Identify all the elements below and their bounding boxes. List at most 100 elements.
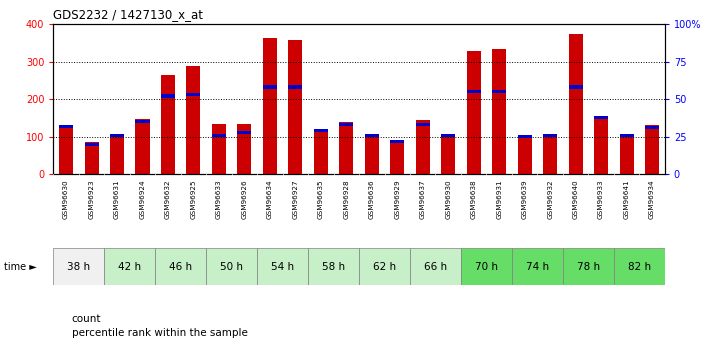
Bar [512, 248, 563, 285]
Bar [59, 125, 73, 128]
Bar [85, 142, 99, 146]
Bar [492, 90, 506, 93]
Bar [543, 134, 557, 137]
Bar [161, 95, 175, 98]
Bar [442, 135, 455, 174]
Bar [466, 90, 481, 93]
Bar [339, 122, 353, 174]
Bar [263, 86, 277, 89]
Bar [645, 126, 659, 174]
Text: 70 h: 70 h [475, 262, 498, 272]
Text: GSM96634: GSM96634 [267, 180, 273, 219]
Bar [237, 124, 252, 174]
Bar [594, 116, 608, 119]
Bar [314, 129, 328, 132]
Bar [186, 93, 201, 96]
Text: GSM96932: GSM96932 [547, 180, 553, 219]
Bar [314, 131, 328, 174]
Bar [543, 134, 557, 174]
Text: 78 h: 78 h [577, 262, 600, 272]
Bar [105, 248, 155, 285]
Text: 74 h: 74 h [526, 262, 549, 272]
Text: GSM96930: GSM96930 [445, 180, 451, 219]
Text: GSM96926: GSM96926 [242, 180, 247, 219]
Bar [155, 248, 206, 285]
Text: GSM96931: GSM96931 [496, 180, 502, 219]
Text: GSM96933: GSM96933 [598, 180, 604, 219]
Bar [206, 248, 257, 285]
Bar [442, 134, 455, 137]
Text: 46 h: 46 h [169, 262, 192, 272]
Text: GSM96630: GSM96630 [63, 180, 69, 219]
Text: GSM96934: GSM96934 [649, 180, 655, 219]
Bar [594, 118, 608, 174]
Text: GSM96633: GSM96633 [216, 180, 222, 219]
Text: 54 h: 54 h [271, 262, 294, 272]
Bar [212, 124, 226, 174]
Text: 38 h: 38 h [68, 262, 90, 272]
Bar [492, 49, 506, 174]
Bar [569, 86, 582, 89]
Bar [212, 134, 226, 137]
Text: GSM96639: GSM96639 [522, 180, 528, 219]
Bar [563, 248, 614, 285]
Bar [186, 66, 201, 174]
Bar [136, 120, 149, 124]
Text: GDS2232 / 1427130_x_at: GDS2232 / 1427130_x_at [53, 8, 203, 21]
Bar [59, 126, 73, 174]
Bar [161, 75, 175, 174]
Bar [416, 120, 429, 174]
Text: 50 h: 50 h [220, 262, 243, 272]
Bar [110, 137, 124, 174]
Text: 58 h: 58 h [322, 262, 345, 272]
Bar [410, 248, 461, 285]
Bar [359, 248, 410, 285]
Text: 62 h: 62 h [373, 262, 396, 272]
Text: GSM96929: GSM96929 [395, 180, 400, 219]
Bar [263, 38, 277, 174]
Text: GSM96923: GSM96923 [89, 180, 95, 219]
Bar [390, 139, 405, 143]
Bar [461, 248, 512, 285]
Bar [619, 134, 634, 137]
Text: GSM96637: GSM96637 [419, 180, 426, 219]
Text: GSM96927: GSM96927 [292, 180, 299, 219]
Text: count: count [72, 314, 101, 324]
Text: GSM96641: GSM96641 [624, 180, 629, 219]
Bar [237, 130, 252, 134]
Bar [289, 40, 302, 174]
Bar [365, 135, 379, 174]
Bar [518, 135, 532, 138]
Bar [308, 248, 359, 285]
Bar [136, 119, 149, 174]
Text: GSM96632: GSM96632 [165, 180, 171, 219]
Bar [85, 142, 99, 174]
Text: GSM96640: GSM96640 [572, 180, 579, 219]
Bar [339, 123, 353, 126]
Bar [518, 137, 532, 174]
Text: 82 h: 82 h [628, 262, 651, 272]
Bar [645, 126, 659, 129]
Bar [466, 51, 481, 174]
Text: time ►: time ► [4, 262, 36, 272]
Text: GSM96638: GSM96638 [471, 180, 476, 219]
Bar [614, 248, 665, 285]
Bar [365, 134, 379, 137]
Bar [289, 86, 302, 89]
Bar [619, 136, 634, 174]
Bar [110, 134, 124, 137]
Bar [257, 248, 308, 285]
Text: GSM96924: GSM96924 [139, 180, 146, 219]
Text: GSM96631: GSM96631 [114, 180, 120, 219]
Bar [390, 141, 405, 174]
Text: percentile rank within the sample: percentile rank within the sample [72, 328, 247, 337]
Text: GSM96925: GSM96925 [191, 180, 196, 219]
Bar [53, 248, 105, 285]
Bar [569, 33, 582, 174]
Text: GSM96636: GSM96636 [369, 180, 375, 219]
Text: 66 h: 66 h [424, 262, 447, 272]
Text: GSM96635: GSM96635 [318, 180, 324, 219]
Bar [416, 123, 429, 126]
Text: 42 h: 42 h [118, 262, 141, 272]
Text: GSM96928: GSM96928 [343, 180, 349, 219]
